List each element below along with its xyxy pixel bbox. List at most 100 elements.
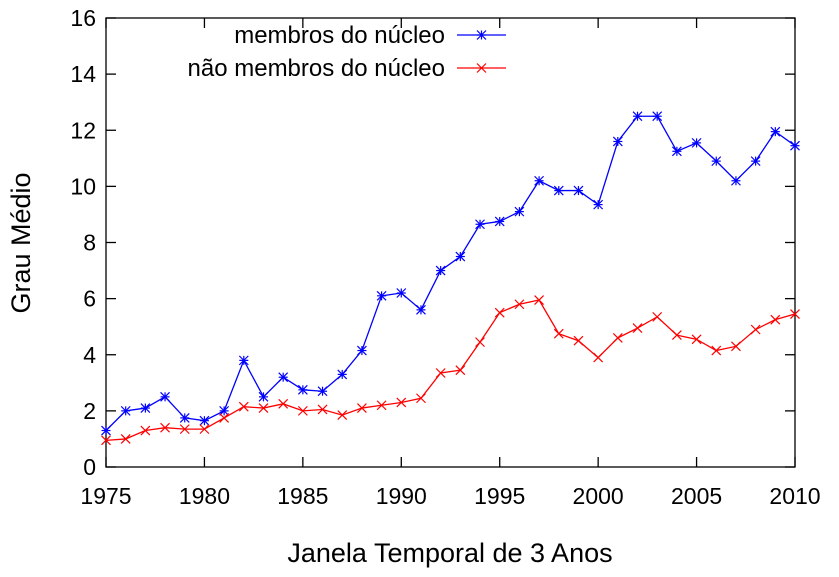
series-2-point: [534, 295, 545, 305]
series-1-point: [691, 137, 702, 148]
marker-stroke: [297, 405, 308, 416]
series-1-point: [356, 345, 367, 356]
marker-stroke: [337, 410, 348, 421]
series-1-point: [514, 206, 525, 217]
series-group: [101, 111, 800, 446]
series-1-point: [671, 146, 682, 157]
series-1-point: [219, 405, 230, 416]
marker-stroke: [455, 365, 466, 376]
series-1-point: [416, 304, 426, 315]
series-1-point: [553, 185, 564, 196]
marker-stroke: [140, 425, 151, 436]
marker-stroke: [711, 345, 722, 356]
series-1-point: [711, 156, 722, 167]
marker-stroke: [750, 324, 761, 335]
series-2-point: [593, 352, 604, 363]
marker-stroke: [101, 435, 111, 446]
series-1-point: [297, 384, 308, 395]
marker-stroke: [770, 314, 781, 325]
x-tick-label: 1995: [474, 483, 525, 509]
series-1-point: [376, 290, 387, 301]
series-1-point: [396, 288, 407, 298]
y-tick-label: 14: [70, 61, 96, 87]
marker-stroke: [376, 400, 387, 411]
series-1-point: [199, 415, 210, 426]
series-2-point: [356, 403, 367, 413]
series-2-point: [435, 368, 446, 378]
marker-stroke: [179, 424, 190, 435]
series-2-point: [691, 334, 702, 345]
x-tick-label: 2005: [671, 483, 722, 509]
series-2-point: [494, 307, 505, 318]
series-2-point: [750, 324, 761, 335]
series-2-point: [120, 434, 131, 444]
marker-stroke: [258, 403, 269, 413]
plot-area: [105, 17, 796, 468]
x-tick-label: 2000: [573, 483, 624, 509]
series-2-point: [278, 398, 289, 409]
x-tick-label: 2010: [769, 483, 820, 509]
series-2-point: [790, 309, 800, 319]
y-tick-label: 16: [70, 5, 96, 31]
series-2-point: [140, 425, 151, 436]
marker-stroke: [691, 334, 702, 345]
marker-stroke: [396, 397, 407, 408]
series-2-point: [396, 397, 407, 408]
x-axis-title: Janela Temporal de 3 Anos: [287, 538, 612, 568]
series-1-point: [120, 405, 131, 416]
series-2-point: [337, 410, 348, 421]
series-2-point: [317, 404, 328, 415]
marker-stroke: [199, 424, 210, 435]
marker-stroke: [731, 341, 741, 352]
marker-stroke: [652, 311, 663, 322]
y-tick-label: 6: [83, 286, 96, 312]
series-1: [101, 111, 800, 436]
plot-frame: [105, 17, 796, 468]
series-2-point: [179, 424, 190, 435]
series-1-point: [652, 111, 663, 122]
y-tick-label: 4: [83, 342, 96, 368]
series-1-point: [790, 140, 800, 151]
series-1-point: [435, 265, 446, 276]
marker-stroke: [219, 412, 230, 423]
series-2-point: [416, 393, 426, 404]
series-1-point: [455, 251, 466, 262]
marker-stroke: [475, 337, 485, 348]
series-2-point: [297, 405, 308, 416]
series-2-point: [101, 435, 111, 446]
marker-stroke: [160, 422, 170, 433]
marker-stroke: [534, 295, 545, 305]
y-tick-label: 8: [83, 230, 96, 256]
series-2-point: [475, 337, 485, 348]
series-1-point: [632, 111, 643, 122]
x-tick-label: 1980: [179, 483, 230, 509]
series-1-point: [593, 199, 604, 210]
series-1-point: [770, 126, 781, 137]
axes: 0 2 4 6 8 10 12 14 16 1975 1980 1985 1990 1995 2000 200…: [70, 5, 820, 509]
y-tick-label: 2: [83, 398, 96, 424]
marker-stroke: [612, 332, 623, 343]
marker-stroke: [238, 401, 249, 412]
y-tick-label: 10: [70, 173, 96, 199]
series-1-point: [179, 412, 190, 423]
series-2-point: [219, 412, 230, 423]
series-1-point: [160, 391, 170, 402]
series-2-point: [612, 332, 623, 343]
series-1-line: [105, 115, 796, 431]
series-2-point: [731, 341, 741, 352]
series-1-point: [475, 219, 485, 230]
series-2-point: [514, 299, 525, 310]
marker-stroke: [278, 398, 289, 409]
legend: membros do núcleo não membros do núcleo: [188, 22, 506, 82]
marker-stroke: [573, 335, 584, 346]
marker-stroke: [671, 330, 682, 341]
marker-stroke: [120, 434, 131, 444]
series-1-point: [534, 175, 545, 186]
series-1-point: [494, 216, 505, 227]
series-2-point: [770, 314, 781, 325]
marker-stroke: [514, 299, 525, 310]
series-1-point: [750, 156, 761, 167]
marker-stroke: [494, 307, 505, 318]
series-2-point: [553, 328, 564, 339]
